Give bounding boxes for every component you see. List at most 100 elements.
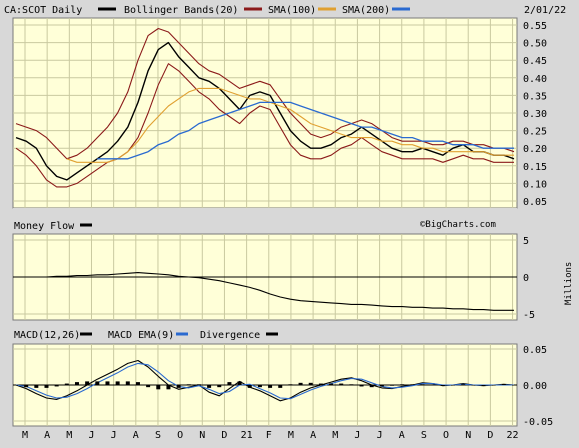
divergence-bar (247, 385, 252, 388)
divergence-bar (329, 383, 334, 385)
divergence-label: Divergence (200, 330, 260, 341)
divergence-bar (349, 384, 354, 385)
y-tick-label: 5 (523, 236, 529, 247)
x-tick-label: M (66, 430, 72, 441)
macd-title: MACD(12,26) (14, 330, 80, 341)
divergence-bar (166, 385, 171, 390)
macd-ema-label: MACD EMA(9) (108, 330, 174, 341)
header-date: 2/01/22 (524, 5, 566, 16)
divergence-bar (135, 382, 140, 385)
divergence-bar (268, 385, 273, 388)
divergence-bar (237, 381, 242, 385)
x-tick-label: 22 (507, 430, 519, 441)
divergence-bar (400, 384, 405, 385)
divergence-bar (227, 382, 232, 385)
y-tick-label: 0.55 (523, 21, 547, 32)
x-tick-label: M (332, 430, 338, 441)
divergence-bar (115, 381, 120, 385)
money-flow-series (16, 272, 514, 311)
money-flow-title: Money Flow (14, 221, 75, 232)
divergence-bar (461, 384, 466, 385)
x-tick-label: N (199, 430, 205, 441)
y-tick-label: 0.00 (523, 381, 547, 392)
divergence-bar (196, 384, 201, 385)
divergence-bar (14, 385, 18, 386)
divergence-bar (217, 385, 222, 388)
x-tick-label: S (421, 430, 427, 441)
divergence-bar (105, 381, 110, 385)
series-line-2 (15, 63, 514, 188)
divergence-bar (34, 385, 39, 388)
symbol-label: CA:SCOT Daily (4, 5, 82, 16)
x-tick-label: O (177, 430, 183, 441)
divergence-bar (390, 385, 395, 386)
divergence-bar (430, 385, 435, 386)
divergence-bar (207, 385, 212, 388)
divergence-bar (410, 384, 415, 385)
series-line-4 (97, 101, 514, 160)
y-tick-label: 0.40 (523, 74, 547, 85)
x-tick-label: J (354, 430, 360, 441)
macd-series (14, 359, 516, 402)
y-tick-label: 0.35 (523, 91, 547, 102)
x-tick-label: A (44, 430, 50, 441)
x-tick-label: M (22, 430, 28, 441)
watermark-strip (13, 208, 517, 218)
x-tick-label: J (111, 430, 117, 441)
divergence-bar (156, 385, 161, 390)
y-tick-label: 0 (523, 273, 529, 284)
price-y-tick-labels: 0.55 0.50 0.45 0.40 0.35 0.30 0.25 0.20 0.15 0.10… (523, 21, 547, 208)
x-tick-label: A (399, 430, 405, 441)
series-line-0 (15, 41, 515, 181)
divergence-bar (186, 384, 191, 385)
divergence-bar (359, 385, 364, 387)
x-tick-label: J (88, 430, 94, 441)
divergence-bar (288, 384, 293, 385)
divergence-bar (339, 383, 344, 385)
divergence-bar (24, 385, 29, 388)
series-line-0 (16, 272, 514, 311)
y-tick-label: 0.20 (523, 144, 547, 155)
money-flow-y-tick-labels: 5 0 -5 (523, 236, 535, 321)
y-tick-label: 0.25 (523, 127, 547, 138)
divergence-bar (85, 381, 90, 385)
x-tick-label: A (310, 430, 316, 441)
x-tick-label: D (487, 430, 493, 441)
x-tick-label: N (465, 430, 471, 441)
legend-label-sma100: SMA(100) (268, 5, 316, 16)
x-tick-label: F (266, 430, 272, 441)
y-tick-label: 0.05 (523, 345, 547, 356)
legend-label-bollinger: Bollinger Bands(20) (124, 5, 238, 16)
divergence-bar (369, 385, 374, 388)
y-tick-label: -0.05 (523, 417, 553, 428)
macd-y-tick-labels: 0.05 0.00 -0.05 (523, 345, 553, 428)
x-tick-label: S (155, 430, 161, 441)
money-flow-ylabel: Millions (564, 262, 574, 305)
divergence-bar (501, 384, 506, 385)
y-tick-label: 0.10 (523, 179, 547, 190)
divergence-bar (318, 383, 323, 385)
x-tick-label: 21 (241, 430, 253, 441)
money-flow-gridlines (13, 234, 517, 320)
divergence-bar (74, 382, 79, 385)
y-tick-label: 0.05 (523, 197, 547, 208)
divergence-bar (491, 385, 496, 386)
divergence-bar (471, 385, 476, 386)
x-tick-label: D (221, 430, 227, 441)
divergence-bar (176, 385, 181, 388)
y-tick-label: 0.45 (523, 56, 547, 67)
header-bar (0, 0, 579, 18)
y-tick-label: 0.30 (523, 109, 547, 120)
divergence-bar (440, 385, 445, 386)
divergence-bar (95, 381, 100, 385)
y-tick-label: 0.50 (523, 39, 547, 50)
x-tick-label: A (133, 430, 139, 441)
divergence-bar (308, 382, 313, 385)
divergence-bar (451, 385, 456, 386)
divergence-bar (146, 385, 151, 388)
divergence-bar (54, 385, 59, 387)
divergence-bar (420, 384, 425, 385)
divergence-bar (257, 385, 262, 388)
